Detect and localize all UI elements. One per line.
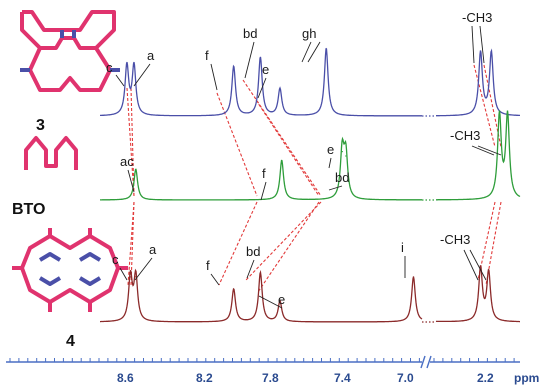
peak-s4-4 [279, 300, 281, 303]
macrocycle-4-icon [12, 228, 128, 312]
peak-bto-1 [281, 159, 283, 161]
peak-s4-0 [129, 276, 131, 278]
axis-break-mark [420, 355, 432, 369]
peak-label-4-i: i [401, 240, 404, 255]
peak-s3-7 [490, 52, 492, 54]
peak-bto-3 [345, 155, 347, 157]
peak-label-3-e: e [262, 62, 269, 77]
peak-bto-2 [341, 151, 343, 153]
peak-label-4-f: f [206, 258, 210, 273]
peak-s3-0 [126, 65, 128, 68]
spectrum-bto-segment-1 [436, 110, 521, 201]
peak-labels: c a f bd e gh -CH3 ac f e bd -CH3 c a f … [106, 10, 492, 307]
peak-bto-5 [507, 115, 509, 117]
peak-s3-4 [279, 88, 281, 90]
compound-label-4: 4 [66, 333, 75, 350]
macrocycle-3-icon [20, 10, 120, 92]
peak-label-3-c: c [106, 60, 113, 75]
peak-s4-5 [412, 276, 415, 278]
peak-label-bto-ch3: -CH3 [450, 128, 480, 143]
x-axis-unit: ppm [514, 371, 539, 385]
peak-label-bto-f: f [262, 166, 266, 181]
x-tick-7.4: 7.4 [334, 371, 351, 385]
x-tick-7.8: 7.8 [262, 371, 279, 385]
peak-label-3-ch3: -CH3 [462, 10, 492, 25]
spectra-group [100, 47, 521, 323]
peak-label-bto-ac: ac [120, 154, 134, 169]
spectrum-s3-segment-1 [436, 48, 520, 117]
peak-s3-5 [325, 47, 327, 50]
x-tick-7.0: 7.0 [397, 371, 414, 385]
peak-label-4-bd: bd [246, 244, 260, 259]
spectrum-s4-segment-0 [100, 268, 423, 323]
compound-label-bto: BTO [12, 201, 45, 218]
spectrum-s4-segment-1 [435, 265, 520, 323]
peak-label-bto-bd: bd [335, 170, 349, 185]
correlation-lines [126, 64, 502, 293]
peak-s4-1 [135, 276, 137, 278]
peak-label-bto-e: e [327, 142, 334, 157]
peak-label-3-gh: gh [302, 26, 316, 41]
peak-label-4-ch3: -CH3 [440, 232, 470, 247]
x-tick-8.2: 8.2 [196, 371, 213, 385]
peak-s3-2 [233, 65, 235, 68]
peak-label-3-f: f [205, 48, 209, 63]
peak-label-3-bd: bd [243, 26, 257, 41]
spectrum-s3-segment-0 [100, 48, 422, 117]
peak-s3-1 [133, 65, 135, 68]
peak-label-3-a: a [147, 48, 155, 63]
x-tick-2.2: 2.2 [477, 371, 494, 385]
peak-label-4-a: a [149, 242, 157, 257]
peak-s4-3 [259, 272, 261, 274]
spectrum-bto-segment-0 [100, 136, 422, 201]
peak-bto-0 [135, 168, 137, 170]
peak-label-4-c: c [112, 252, 119, 267]
compound-label-3: 3 [36, 117, 45, 134]
x-tick-8.6: 8.6 [117, 371, 134, 385]
bto-icon [24, 136, 78, 170]
peak-s4-2 [233, 288, 235, 290]
x-axis: 8.6 8.2 7.8 7.4 7.0 2.2 ppm [6, 355, 539, 385]
peak-s3-6 [480, 52, 482, 54]
label-ticks [115, 25, 502, 309]
peak-s4-7 [488, 272, 490, 274]
peak-s3-3 [259, 56, 261, 59]
peak-label-4-e: e [278, 292, 285, 307]
peak-bto-4 [498, 115, 501, 117]
